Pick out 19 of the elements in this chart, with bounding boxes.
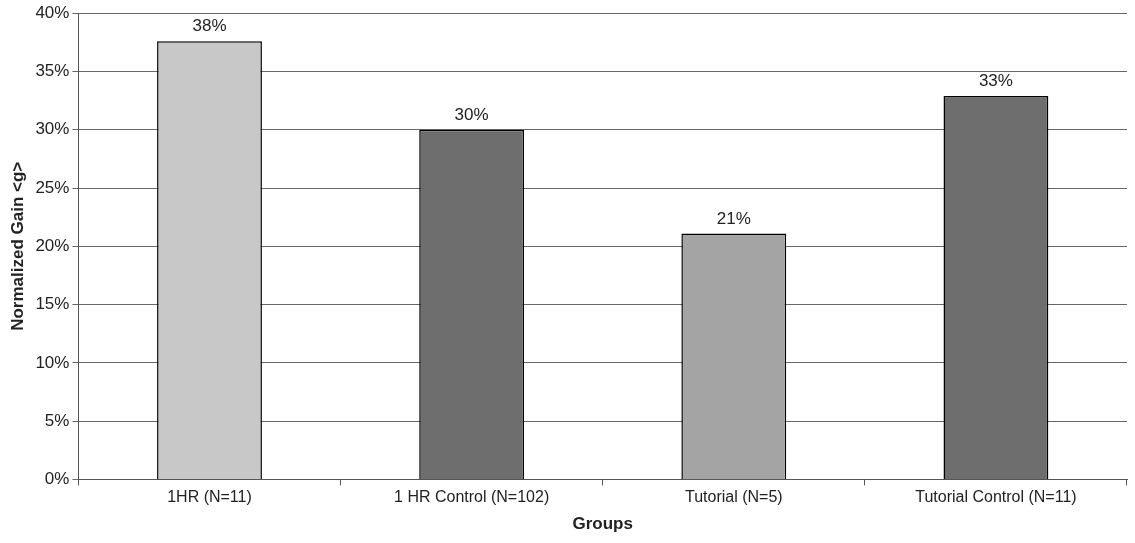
x-tick-label: 1 HR Control (N=102)	[394, 488, 550, 506]
y-tick-label: 0%	[44, 469, 70, 489]
x-tick-label: Tutorial (N=5)	[684, 488, 783, 506]
y-tick-label: 40%	[35, 2, 70, 22]
y-tick-label: 20%	[35, 235, 70, 255]
data-label: 21%	[716, 208, 751, 228]
x-tick-label: Tutorial Control (N=11)	[915, 488, 1077, 506]
y-axis-title: Normalized Gain <g>	[7, 161, 27, 331]
x-tick-label: 1HR (N=11)	[167, 488, 252, 506]
data-label: 33%	[978, 71, 1013, 91]
data-label: 38%	[192, 16, 227, 36]
y-tick-label: 10%	[35, 352, 70, 372]
y-tick-label: 25%	[35, 177, 70, 197]
x-axis-title: Groups	[572, 514, 633, 534]
data-label: 30%	[454, 104, 489, 124]
y-tick-label: 5%	[44, 410, 70, 430]
y-tick-label: 15%	[35, 294, 70, 314]
y-tick-label: 35%	[35, 61, 70, 81]
y-tick-label: 30%	[35, 119, 70, 139]
